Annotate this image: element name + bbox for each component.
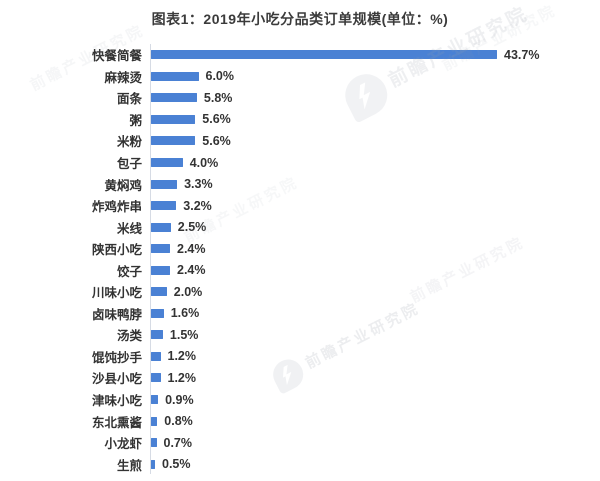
bar-row: 炸鸡炸串 3.2%: [0, 195, 600, 217]
value-label: 0.8%: [164, 414, 193, 429]
category-label: 米线: [116, 221, 142, 236]
value-label: 4.0%: [189, 155, 219, 170]
category-label: 汤类: [116, 329, 142, 344]
category-label: 东北熏酱: [91, 415, 142, 430]
bar-row: 包子 4.0%: [0, 152, 600, 174]
category-label: 陕西小吃: [91, 243, 142, 258]
category-label: 馄饨抄手: [91, 350, 142, 365]
bar-row: 川味小吃 2.0%: [0, 281, 600, 303]
bar: [151, 222, 171, 232]
bar: [151, 459, 155, 469]
category-label: 粥: [129, 113, 142, 128]
bar: [151, 201, 177, 211]
bar-row: 黄焖鸡 3.3%: [0, 173, 600, 195]
value-label: 5.8%: [203, 90, 233, 105]
bar: [151, 373, 161, 383]
value-label: 6.0%: [205, 69, 235, 84]
bar: [151, 136, 196, 146]
value-label: 1.2%: [167, 349, 197, 364]
value-label: 5.6%: [202, 112, 231, 127]
category-label: 川味小吃: [91, 286, 142, 301]
bar-row: 饺子 2.4%: [0, 259, 600, 281]
category-label: 包子: [116, 157, 142, 171]
value-label: 1.5%: [169, 327, 199, 342]
value-label: 43.7%: [504, 47, 540, 62]
bar: [151, 93, 197, 103]
bar-row: 快餐简餐 43.7%: [0, 44, 600, 66]
bar-row: 津味小吃 0.9%: [0, 389, 600, 411]
bar: [151, 114, 196, 124]
bar-row: 米线 2.5%: [0, 216, 600, 238]
category-label: 饺子: [116, 264, 142, 279]
category-label: 面条: [116, 92, 142, 107]
value-label: 2.4%: [177, 241, 206, 256]
bar: [151, 265, 170, 275]
y-axis-line: [150, 44, 151, 474]
category-label: 炸鸡炸串: [91, 200, 142, 215]
bar-row: 米粉 5.6%: [0, 130, 600, 152]
bar-row: 粥 5.6%: [0, 109, 600, 131]
bar-row: 馄饨抄手 1.2%: [0, 346, 600, 368]
value-label: 0.7%: [163, 435, 193, 450]
bar: [151, 416, 158, 426]
value-label: 5.6%: [202, 133, 231, 148]
bar-row: 沙县小吃 1.2%: [0, 367, 600, 389]
category-label: 小龙虾: [104, 437, 142, 452]
category-label: 米粉: [116, 135, 142, 150]
bar: [151, 438, 157, 448]
bar-row: 东北熏酱 0.8%: [0, 410, 600, 432]
bar: [151, 244, 170, 254]
bar-row: 生煎 0.5%: [0, 453, 600, 475]
bar: [151, 158, 183, 167]
bar: [151, 308, 164, 318]
bar-row: 面条 5.8%: [0, 87, 600, 109]
bar-row: 陕西小吃 2.4%: [0, 238, 600, 260]
bar-row: 小龙虾 0.7%: [0, 432, 600, 454]
category-label: 沙县小吃: [91, 372, 142, 387]
bar: [151, 179, 178, 189]
bar: [151, 50, 497, 60]
category-label: 卤味鸭脖: [91, 307, 142, 322]
plot-area: 快餐简餐 43.7% 麻辣烫 6.0% 面条 5.8% 粥 5.6% 米粉 5.6% 包子 4.0% 黄…: [0, 44, 600, 475]
bar-row: 卤味鸭脖 1.6%: [0, 303, 600, 325]
bar: [151, 351, 161, 361]
value-label: 2.0%: [173, 284, 203, 299]
category-label: 生煎: [116, 458, 142, 473]
chart-title: 图表1：2019年小吃分品类订单规模(单位：%): [151, 11, 449, 27]
value-label: 0.5%: [162, 457, 191, 472]
category-label: 麻辣烫: [104, 70, 142, 85]
category-label: 黄焖鸡: [104, 178, 142, 193]
value-label: 3.2%: [183, 198, 212, 213]
category-label: 快餐简餐: [91, 49, 142, 64]
value-label: 0.9%: [165, 392, 194, 407]
value-label: 3.3%: [184, 177, 213, 192]
value-label: 2.4%: [177, 263, 206, 278]
bar: [151, 287, 167, 297]
value-label: 1.2%: [167, 370, 197, 385]
bar: [151, 395, 159, 405]
bar: [151, 330, 163, 340]
value-label: 2.5%: [177, 220, 207, 235]
category-label: 津味小吃: [91, 394, 142, 409]
value-label: 1.6%: [170, 306, 200, 321]
bar-row: 麻辣烫 6.0%: [0, 66, 600, 88]
bar: [151, 71, 199, 81]
bar-row: 汤类 1.5%: [0, 324, 600, 346]
